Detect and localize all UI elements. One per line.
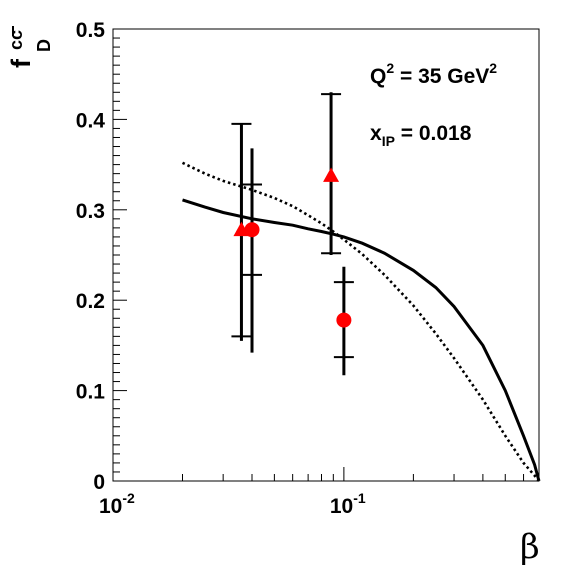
dotted-curve bbox=[181, 161, 541, 482]
plot-frame bbox=[112, 28, 540, 482]
model-curves bbox=[181, 161, 541, 482]
circle-marker bbox=[244, 222, 260, 238]
y-tick-label: 0.5 bbox=[76, 19, 106, 42]
tick-labels: 0 0.1 0.2 0.3 0.4 0.5 10-2 10-1 bbox=[76, 19, 366, 518]
x-axis-label: β bbox=[520, 527, 540, 567]
triangle-marker bbox=[323, 167, 340, 182]
y-tick-label: 0.3 bbox=[76, 200, 105, 223]
y-axis-label: f cc D bbox=[6, 26, 54, 68]
svg-text:cc: cc bbox=[6, 30, 26, 50]
y-tick-label: 0 bbox=[93, 471, 105, 494]
axis-ticks bbox=[112, 28, 540, 482]
svg-text:f: f bbox=[6, 58, 36, 68]
svg-text:D: D bbox=[34, 39, 54, 52]
y-tick-label: 0.1 bbox=[76, 381, 106, 404]
solid-curve bbox=[182, 198, 541, 482]
annotation-q2: Q2 = 35 GeV2 bbox=[370, 60, 497, 88]
y-tick-label: 0.4 bbox=[76, 109, 106, 132]
y-tick-label: 0.2 bbox=[76, 290, 105, 313]
annotation-xip: xIP = 0.018 bbox=[370, 122, 472, 149]
x-tick-label: 10-1 bbox=[330, 490, 366, 518]
circle-marker bbox=[336, 312, 352, 328]
error-bars bbox=[231, 92, 354, 376]
data-markers bbox=[233, 167, 352, 328]
x-tick-label: 10-2 bbox=[99, 490, 135, 518]
